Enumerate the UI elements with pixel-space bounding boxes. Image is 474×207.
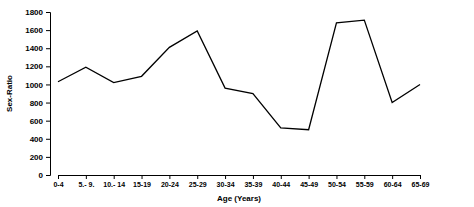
y-tick-mark xyxy=(46,84,50,85)
x-tick-label: 55-59 xyxy=(356,181,374,188)
x-axis: 0-4 5.- 9. 10.- 14 15-19 20-24 25-29 30-34 35-3… xyxy=(53,175,429,188)
line xyxy=(58,20,420,130)
y-tick: 1600 xyxy=(25,26,50,35)
y-tick-label: 200 xyxy=(30,153,44,162)
y-tick-label: 1200 xyxy=(25,62,43,71)
x-tick: 10.- 14 xyxy=(103,175,125,188)
y-tick: 1200 xyxy=(25,62,50,71)
y-tick-mark xyxy=(46,48,50,49)
x-tick: 5.- 9. xyxy=(78,175,94,188)
y-tick-label: 800 xyxy=(30,99,44,108)
x-axis-title: Age (Years) xyxy=(217,194,261,203)
x-tick-mark xyxy=(392,175,393,179)
y-tick-label: 1600 xyxy=(25,26,43,35)
x-tick: 35-39 xyxy=(244,175,262,188)
y-tick-label: 1800 xyxy=(25,8,43,17)
x-tick-mark xyxy=(86,175,87,179)
y-axis: 0 200 400 600 800 1000 1200 1400 1600 1800 xyxy=(25,8,50,180)
x-tick-label: 35-39 xyxy=(244,181,262,188)
y-tick-label: 0 xyxy=(39,171,44,180)
y-tick: 600 xyxy=(30,117,50,126)
x-tick: 0-4 xyxy=(53,175,63,188)
x-tick-label: 5.- 9. xyxy=(78,181,94,188)
y-tick: 400 xyxy=(30,135,50,144)
x-tick-mark xyxy=(114,175,115,179)
x-tick-label: 40-44 xyxy=(272,181,290,188)
y-tick-label: 600 xyxy=(30,117,44,126)
x-tick-mark xyxy=(197,175,198,179)
x-tick: 50-54 xyxy=(328,175,346,188)
x-tick-label: 20-24 xyxy=(161,181,179,188)
y-tick-label: 400 xyxy=(30,135,44,144)
x-tick-mark xyxy=(169,175,170,179)
x-tick-label: 50-54 xyxy=(328,181,346,188)
x-tick: 55-59 xyxy=(356,175,374,188)
y-tick-label: 1400 xyxy=(25,44,43,53)
x-tick-mark xyxy=(420,175,421,179)
x-tick-label: 60-64 xyxy=(384,181,402,188)
y-tick-mark xyxy=(46,139,50,140)
y-tick: 200 xyxy=(30,153,50,162)
chart: 0 200 400 600 800 1000 1200 1400 1600 1800 0-4 5.- … xyxy=(0,0,474,207)
y-axis-line xyxy=(46,13,51,176)
x-tick: 25-29 xyxy=(189,175,207,188)
x-tick-mark xyxy=(225,175,226,179)
y-tick: 1400 xyxy=(25,44,50,53)
y-tick: 800 xyxy=(30,99,50,108)
y-tick-mark xyxy=(46,30,50,31)
x-tick: 30-34 xyxy=(217,175,235,188)
x-tick-label: 10.- 14 xyxy=(103,181,125,188)
y-axis-title: Sex-Ratio xyxy=(5,75,14,112)
plot-area xyxy=(58,20,420,130)
x-tick-label: 65-69 xyxy=(412,181,430,188)
y-tick: 0 xyxy=(39,171,50,180)
y-tick-mark xyxy=(46,175,50,176)
y-tick-mark xyxy=(46,157,50,158)
y-tick-mark xyxy=(46,66,50,67)
x-tick-mark xyxy=(364,175,365,179)
x-tick-mark xyxy=(281,175,282,179)
x-tick-mark xyxy=(253,175,254,179)
x-tick-mark xyxy=(309,175,310,179)
x-tick-mark xyxy=(142,175,143,179)
y-tick-mark xyxy=(46,121,50,122)
x-tick: 65-69 xyxy=(412,175,430,188)
x-tick-label: 45-49 xyxy=(300,181,318,188)
x-tick-label: 0-4 xyxy=(53,181,63,188)
y-tick: 1800 xyxy=(25,8,50,17)
x-tick: 60-64 xyxy=(384,175,402,188)
y-tick-mark xyxy=(46,12,50,13)
x-axis-line xyxy=(59,176,421,180)
y-tick: 1000 xyxy=(25,81,50,90)
x-tick: 20-24 xyxy=(161,175,179,188)
x-tick: 15-19 xyxy=(133,175,151,188)
x-tick: 45-49 xyxy=(300,175,318,188)
y-tick-label: 1000 xyxy=(25,81,43,90)
x-tick-mark xyxy=(58,175,59,179)
x-tick-label: 25-29 xyxy=(189,181,207,188)
y-tick-mark xyxy=(46,103,50,104)
x-tick-label: 30-34 xyxy=(217,181,235,188)
x-tick: 40-44 xyxy=(272,175,290,188)
x-tick-label: 15-19 xyxy=(133,181,151,188)
x-tick-mark xyxy=(336,175,337,179)
